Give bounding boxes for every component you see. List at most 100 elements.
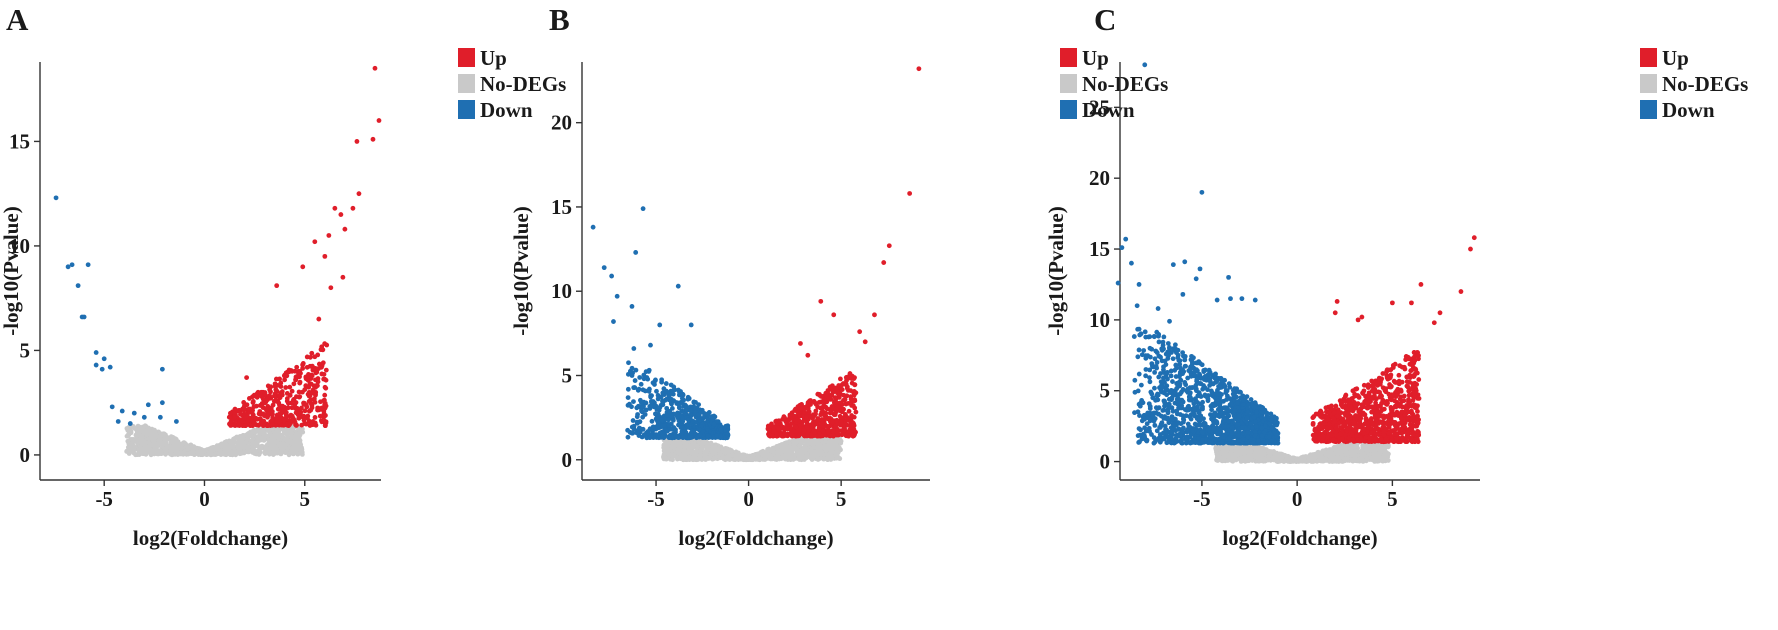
- down-point: [661, 386, 666, 391]
- up-point: [276, 407, 281, 412]
- down-point: [644, 375, 649, 380]
- up-point: [246, 407, 251, 412]
- up-point: [319, 344, 324, 349]
- up-point: [843, 382, 848, 387]
- legend-label-no: No-DEGs: [480, 72, 566, 96]
- y-tick-label: 20: [1089, 166, 1110, 190]
- no-deg-point: [695, 444, 700, 449]
- down-point: [160, 400, 165, 405]
- down-point: [76, 283, 81, 288]
- up-point: [285, 396, 290, 401]
- no-deg-point: [700, 440, 705, 445]
- down-point: [689, 431, 694, 436]
- up-point: [258, 421, 263, 426]
- up-point: [309, 422, 314, 427]
- up-point: [232, 414, 237, 419]
- x-tick-label: 5: [1387, 487, 1398, 511]
- no-deg-point: [157, 437, 162, 442]
- no-deg-point: [686, 444, 691, 449]
- no-deg-point: [663, 448, 668, 453]
- up-point: [849, 399, 854, 404]
- up-point: [282, 410, 287, 415]
- up-point: [316, 317, 321, 322]
- down-point: [639, 382, 644, 387]
- down-point: [669, 402, 674, 407]
- no-deg-point: [716, 454, 721, 459]
- up-point: [881, 260, 886, 265]
- up-point: [789, 429, 794, 434]
- down-point: [86, 262, 91, 267]
- no-deg-point: [731, 453, 736, 458]
- no-deg-point: [155, 441, 160, 446]
- up-point: [286, 405, 291, 410]
- no-deg-point: [807, 455, 812, 460]
- up-point: [322, 393, 327, 398]
- up-point: [236, 408, 241, 413]
- no-deg-point: [824, 448, 829, 453]
- down-point: [660, 417, 665, 422]
- up-point: [281, 423, 286, 428]
- up-point: [280, 404, 285, 409]
- no-deg-point: [672, 446, 677, 451]
- up-point: [795, 409, 800, 414]
- up-point: [833, 424, 838, 429]
- up-point: [263, 390, 268, 395]
- up-point: [826, 416, 831, 421]
- no-deg-point: [161, 431, 166, 436]
- down-point: [639, 400, 644, 405]
- down-point: [723, 424, 728, 429]
- up-point: [854, 410, 859, 415]
- up-point: [845, 415, 850, 420]
- no-deg-point: [784, 454, 789, 459]
- down-point: [694, 435, 699, 440]
- up-point: [324, 368, 329, 373]
- no-deg-point: [233, 452, 238, 457]
- up-point: [301, 402, 306, 407]
- no-deg-point: [228, 452, 233, 457]
- up-point: [773, 419, 778, 424]
- up-point: [818, 299, 823, 304]
- up-point: [298, 380, 303, 385]
- up-point: [321, 377, 326, 382]
- up-point: [276, 401, 281, 406]
- y-tick-label: 10: [551, 279, 572, 303]
- down-point: [630, 431, 635, 436]
- up-point: [849, 413, 854, 418]
- down-point: [66, 264, 71, 269]
- down-point: [718, 427, 723, 432]
- up-point: [846, 434, 851, 439]
- down-point: [643, 389, 648, 394]
- up-point: [303, 408, 308, 413]
- y-tick-label: 5: [20, 338, 31, 362]
- down-point: [611, 319, 616, 324]
- y-tick-label: 5: [562, 364, 573, 388]
- down-point: [625, 428, 630, 433]
- down-point: [657, 323, 662, 328]
- no-deg-point: [258, 446, 263, 451]
- up-point: [357, 191, 362, 196]
- up-point: [267, 393, 272, 398]
- up-point: [815, 434, 820, 439]
- y-axis-title: -log10(Pvalue): [0, 206, 23, 335]
- up-point: [323, 386, 328, 391]
- no-deg-point: [229, 445, 234, 450]
- no-deg-point: [153, 430, 158, 435]
- no-deg-point: [826, 453, 831, 458]
- down-point: [663, 423, 668, 428]
- down-point: [110, 404, 115, 409]
- no-deg-point: [817, 452, 822, 457]
- no-deg-point: [255, 440, 260, 445]
- down-point: [681, 398, 686, 403]
- down-point: [710, 417, 715, 422]
- up-point: [830, 404, 835, 409]
- no-deg-point: [289, 439, 294, 444]
- no-deg-point: [802, 447, 807, 452]
- up-point: [810, 416, 815, 421]
- up-point: [371, 137, 376, 142]
- x-axis-title: log2(Foldchange): [1222, 526, 1377, 550]
- up-point: [311, 367, 316, 372]
- down-point: [54, 195, 59, 200]
- panel-letter: C: [1094, 2, 1116, 37]
- up-point: [274, 283, 279, 288]
